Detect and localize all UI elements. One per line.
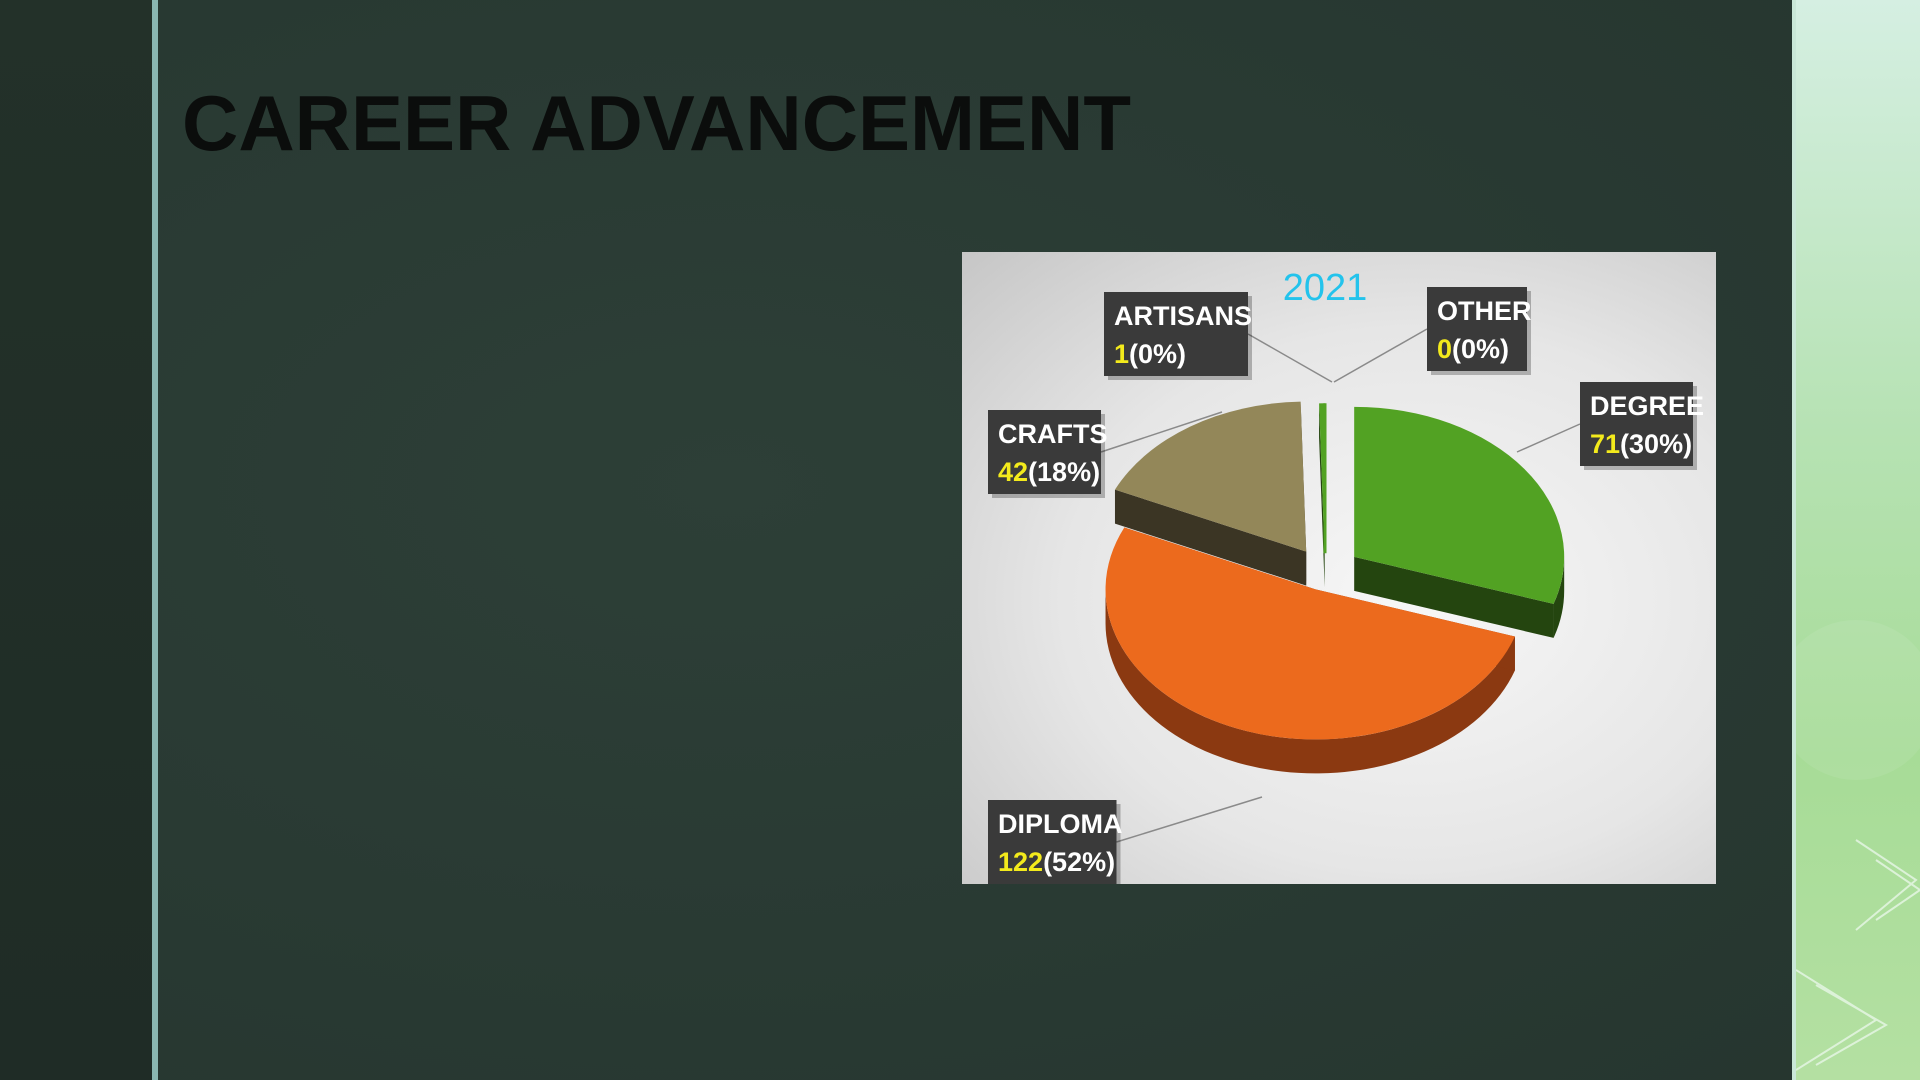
pie-slice-degree	[1354, 406, 1565, 604]
data-label-count: 0	[1437, 334, 1452, 364]
leader-line-other	[1333, 328, 1428, 383]
right-accent-rule	[1792, 0, 1796, 1080]
pie-slices	[1105, 401, 1565, 774]
leader-line-degree	[1516, 423, 1581, 453]
data-label-category: ARTISANS	[1114, 301, 1252, 331]
pie-slice-diploma	[1105, 527, 1515, 740]
data-label-box	[1104, 292, 1248, 376]
data-label-box	[1580, 382, 1693, 466]
leader-line-diploma	[1116, 796, 1263, 843]
chart-title: 2021	[1283, 267, 1368, 309]
leader-line-crafts	[1100, 411, 1223, 453]
data-label-category: OTHER	[1437, 296, 1532, 326]
data-label-value: 122(52%)	[998, 847, 1115, 877]
data-label-other: OTHER 0(0%)	[1427, 287, 1532, 375]
leader-lines	[1100, 328, 1581, 843]
data-label-box	[1427, 287, 1527, 371]
data-label-percent: (0%)	[1129, 339, 1186, 369]
left-band	[0, 0, 152, 1080]
leader-line-artisans	[1247, 333, 1333, 383]
pie-slice-wall-crafts	[1114, 489, 1307, 586]
pie-slice-crafts	[1114, 401, 1307, 552]
data-label-box	[988, 800, 1117, 884]
data-label-value: 0(0%)	[1437, 334, 1509, 364]
pie-chart-card: 2021 DEGREE 71(30%) DIPLOMA 122(52%) CRAFTS 4…	[962, 252, 1716, 884]
pie-slice-side-degree	[1553, 556, 1565, 638]
data-label-value: 1(0%)	[1114, 339, 1186, 369]
data-label-percent: (30%)	[1620, 429, 1692, 459]
data-label-value: 42(18%)	[998, 457, 1100, 487]
data-label-category: DIPLOMA	[998, 809, 1123, 839]
data-label-diploma: DIPLOMA 122(52%)	[988, 800, 1123, 884]
data-label-count: 122	[998, 847, 1043, 877]
data-label-category: CRAFTS	[998, 419, 1108, 449]
data-label-crafts: CRAFTS 42(18%)	[988, 410, 1108, 498]
data-label-box	[988, 410, 1101, 494]
pie-slice-wall-degree	[1354, 556, 1554, 638]
data-label-artisans: ARTISANS 1(0%)	[1104, 292, 1252, 380]
data-labels: DEGREE 71(30%) DIPLOMA 122(52%) CRAFTS 42(18%…	[988, 287, 1704, 884]
data-label-degree: DEGREE 71(30%)	[1580, 382, 1704, 470]
data-label-percent: (52%)	[1043, 847, 1115, 877]
pie-slice-side-diploma	[1105, 589, 1515, 774]
pie-slice-artisans	[1319, 403, 1325, 554]
data-label-count: 42	[998, 457, 1028, 487]
data-label-percent: (0%)	[1452, 334, 1509, 364]
data-label-percent: (18%)	[1028, 457, 1100, 487]
slide-title: CAREER ADVANCEMENT	[182, 79, 1132, 167]
pie-slice-wall-artisans	[1319, 403, 1325, 588]
data-label-value: 71(30%)	[1590, 429, 1692, 459]
data-label-count: 71	[1590, 429, 1620, 459]
pie-chart: 2021 DEGREE 71(30%) DIPLOMA 122(52%) CRAFTS 4…	[988, 267, 1704, 884]
left-accent-rule	[152, 0, 158, 1080]
chevron-pattern-icon	[1796, 620, 1920, 1071]
data-label-count: 1	[1114, 339, 1129, 369]
right-decorative-band	[1796, 0, 1920, 1080]
data-label-category: DEGREE	[1590, 391, 1704, 421]
